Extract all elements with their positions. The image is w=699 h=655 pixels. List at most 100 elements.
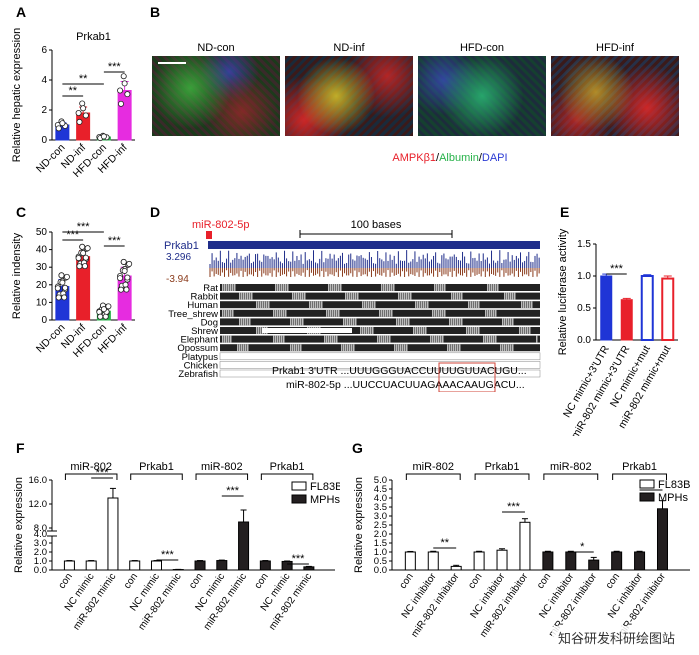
y-tick-label: 0.0 bbox=[374, 565, 387, 576]
alignment-gap bbox=[262, 328, 352, 333]
alignment-gap bbox=[444, 309, 446, 317]
y-tick-label: 4.0 bbox=[34, 529, 47, 540]
data-point bbox=[124, 274, 131, 281]
alignment-gap bbox=[279, 309, 281, 317]
data-point bbox=[81, 263, 88, 270]
alignment-gap bbox=[508, 318, 510, 326]
alignment-gap bbox=[232, 284, 234, 291]
alignment-gap bbox=[324, 335, 326, 343]
significance-label: ** bbox=[440, 537, 449, 549]
y-tick-label: 0.0 bbox=[577, 335, 591, 346]
alignment-gap bbox=[470, 301, 472, 309]
alignment-gap bbox=[527, 327, 529, 334]
alignment-gap bbox=[387, 284, 389, 291]
micrograph-hfd-con bbox=[418, 56, 546, 136]
alignment-gap bbox=[396, 318, 398, 326]
alignment-gap bbox=[245, 292, 247, 300]
alignment-gap bbox=[372, 301, 374, 309]
bar bbox=[600, 275, 613, 341]
species-label: Platypus bbox=[182, 352, 219, 363]
alignment-gap bbox=[290, 318, 292, 326]
alignment-gap bbox=[366, 301, 368, 309]
alignment-gap bbox=[442, 284, 444, 291]
alignment-gap bbox=[279, 284, 281, 291]
alignment-gap bbox=[353, 292, 355, 300]
significance-label: *** bbox=[507, 501, 521, 513]
group-label: miR-802 bbox=[201, 461, 243, 473]
x-tick-label: con bbox=[122, 571, 140, 591]
alignment-gap bbox=[340, 284, 342, 291]
alignment-gap bbox=[512, 292, 514, 300]
alignment-gap bbox=[317, 301, 319, 309]
legend-label: FL83B bbox=[658, 479, 690, 491]
alignment-gap bbox=[466, 327, 468, 334]
alignment-gap bbox=[285, 309, 287, 317]
y-axis-label: Relative luciferase activity bbox=[557, 228, 569, 355]
bar bbox=[565, 551, 577, 571]
alignment-gap bbox=[404, 318, 406, 326]
alignment-gap bbox=[394, 344, 396, 352]
panel-letter-c: C bbox=[16, 204, 27, 220]
x-tick-label: con bbox=[57, 571, 75, 591]
bar bbox=[194, 560, 206, 571]
data-point bbox=[117, 275, 124, 282]
alignment-gap bbox=[319, 301, 321, 309]
alignment-gap bbox=[523, 301, 525, 309]
alignment-gap bbox=[370, 327, 372, 334]
alignment-gap bbox=[432, 335, 434, 343]
alignment-gap bbox=[360, 327, 362, 334]
x-tick-label: con bbox=[466, 571, 484, 591]
alignment-gap bbox=[351, 292, 353, 300]
alignment-gap bbox=[387, 309, 389, 317]
alignment-gap bbox=[334, 335, 336, 343]
alignment-gap bbox=[476, 327, 478, 334]
alignment-gap bbox=[514, 292, 516, 300]
y-tick-label: 0.5 bbox=[577, 303, 591, 314]
alignment-gap bbox=[432, 309, 434, 317]
alignment-gap bbox=[506, 292, 508, 300]
alignment-gap bbox=[421, 301, 423, 309]
alignment-gap bbox=[355, 292, 357, 300]
data-point bbox=[84, 245, 91, 252]
alignment-gap bbox=[273, 335, 275, 343]
gene-track bbox=[208, 241, 540, 249]
y-tick-label: 8.0 bbox=[34, 523, 47, 534]
alignment-gap bbox=[404, 292, 406, 300]
alignment-gap bbox=[485, 335, 487, 343]
y-axis-label: Relative expression bbox=[13, 477, 25, 573]
alignment-gap bbox=[504, 344, 506, 352]
alignment-gap bbox=[222, 284, 224, 291]
bar bbox=[611, 551, 623, 571]
group-label: Prkab1 bbox=[139, 461, 174, 473]
legend-label: MPHs bbox=[310, 494, 340, 506]
alignment-gap bbox=[457, 344, 459, 352]
alignment-gap bbox=[398, 292, 400, 300]
alignment-gap bbox=[374, 301, 376, 309]
alignment-gap bbox=[347, 344, 349, 352]
data-point bbox=[76, 118, 83, 125]
alignment-gap bbox=[260, 301, 262, 309]
alignment-gap bbox=[504, 318, 506, 326]
stain-legend: AMPKβ1/Albumin/DAPI bbox=[330, 152, 570, 164]
alignment-gap bbox=[222, 335, 224, 343]
alignment-gap bbox=[459, 292, 461, 300]
group-label: Prkab1 bbox=[485, 461, 520, 473]
micrograph-nd-inf bbox=[285, 56, 413, 136]
data-point bbox=[82, 254, 89, 261]
alignment-gap bbox=[300, 344, 302, 352]
y-axis-label: Relative expression bbox=[353, 477, 365, 573]
micrograph-hfd-inf bbox=[551, 56, 679, 136]
data-point bbox=[58, 272, 65, 279]
alignment-gap bbox=[241, 344, 243, 352]
alignment-gap bbox=[377, 335, 379, 343]
alignment-gap bbox=[292, 318, 294, 326]
y-tick-label: 3.5 bbox=[374, 502, 387, 513]
significance-label: ** bbox=[79, 73, 88, 85]
alignment-gap bbox=[247, 344, 249, 352]
alignment-gap bbox=[438, 309, 440, 317]
group-bracket bbox=[195, 473, 249, 480]
alignment-gap bbox=[364, 327, 366, 334]
alignment-gap bbox=[474, 327, 476, 334]
